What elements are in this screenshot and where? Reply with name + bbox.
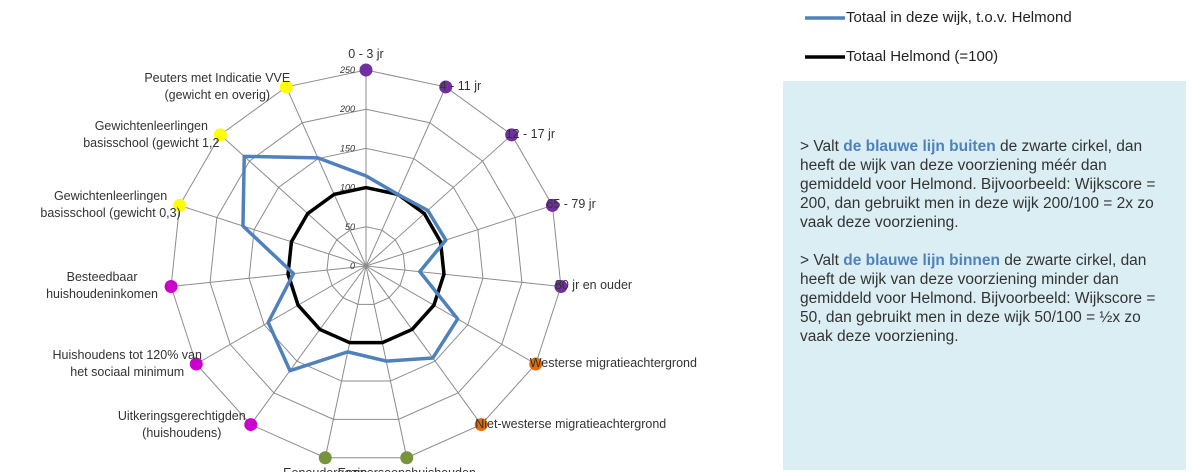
info-paragraph: > Valt de blauwe lijn buiten de zwarte c… [800, 137, 1176, 232]
category-label: Westerse migratieachtergrond [529, 356, 697, 370]
category-label: 80 jr en ouder [554, 278, 633, 293]
info-paragraph: > Valt de blauwe lijn binnen de zwarte c… [800, 251, 1176, 346]
spoke [365, 134, 512, 267]
spoke [365, 265, 561, 287]
legend-label: Totaal in deze wijk, t.o.v. Helmond [846, 9, 1072, 26]
category-dot [529, 357, 543, 371]
spoke [365, 86, 447, 267]
category-dot [279, 80, 293, 94]
tick-label: 50 [345, 222, 355, 232]
category-label: Besteedbaar huishoudeninkomen [46, 270, 158, 302]
category-dot [505, 128, 519, 142]
legend-label: Totaal Helmond (=100) [846, 48, 999, 65]
category-dot [474, 418, 488, 432]
category-label: Huishoudens tot 120% van het sociaal min… [52, 348, 202, 379]
spoke [179, 204, 367, 267]
spoke [365, 204, 553, 267]
grid-ring [248, 147, 484, 382]
grid-ring [170, 69, 562, 459]
series-line [286, 185, 446, 345]
spoke [250, 265, 367, 425]
grid-ring [209, 108, 523, 420]
tick-label: 200 [339, 104, 355, 114]
info-text: de zwarte cirkel, dan heeft de wijk van … [800, 138, 1156, 231]
category-label: 65 - 79 jr [546, 197, 596, 212]
grid-ring [326, 226, 406, 305]
category-label: Peuters met Indicatie VVE (gewicht en ov… [144, 70, 291, 102]
category-label: Niet-westerse migratieachtergrond [475, 416, 667, 431]
category-dot [439, 80, 453, 94]
category-dot [359, 63, 373, 77]
category-dot [318, 451, 332, 465]
tick-label: 100 [340, 183, 355, 193]
tick-label: 0 [350, 261, 355, 271]
category-label: Eenoudergezin [250, 465, 400, 472]
spoke [171, 265, 367, 287]
info-box: > Valt de blauwe lijn buiten de zwarte c… [783, 81, 1186, 470]
category-label: 0 - 3 jr [348, 47, 384, 61]
category-dot [189, 357, 203, 371]
spoke [285, 86, 367, 267]
info-text: > Valt [800, 138, 844, 155]
category-dot [545, 198, 559, 212]
category-dot [554, 279, 568, 293]
category-label: Uitkeringsgerechtigden (huishoudens) [117, 408, 246, 440]
info-highlight: de blauwe lijn buiten [843, 138, 996, 155]
category-label: Gewichtenleerlingen basisschool (gewicht… [40, 189, 181, 221]
category-dot [164, 279, 178, 293]
info-text: > Valt [800, 252, 844, 269]
spoke [365, 265, 536, 365]
tick-label: 150 [340, 143, 355, 153]
category-label: 12 - 17 jr [505, 126, 555, 141]
info-text: de zwarte cirkel, dan heeft de wijk van … [800, 252, 1156, 345]
category-dot [244, 418, 258, 432]
category-label: 4 - 11 jr [439, 78, 482, 93]
category-dot [213, 128, 227, 142]
category-label: Eenpersoonshuishouden [332, 465, 482, 472]
series-line [241, 154, 460, 373]
spoke [324, 265, 367, 458]
spoke [196, 265, 367, 365]
spoke [365, 265, 482, 425]
tick-label: 250 [339, 65, 355, 75]
category-dot [400, 451, 414, 465]
category-label: Gewichtenleerlingen basisschool (gewicht… [83, 118, 220, 150]
info-highlight: de blauwe lijn binnen [843, 252, 1000, 269]
category-dot [173, 198, 187, 212]
